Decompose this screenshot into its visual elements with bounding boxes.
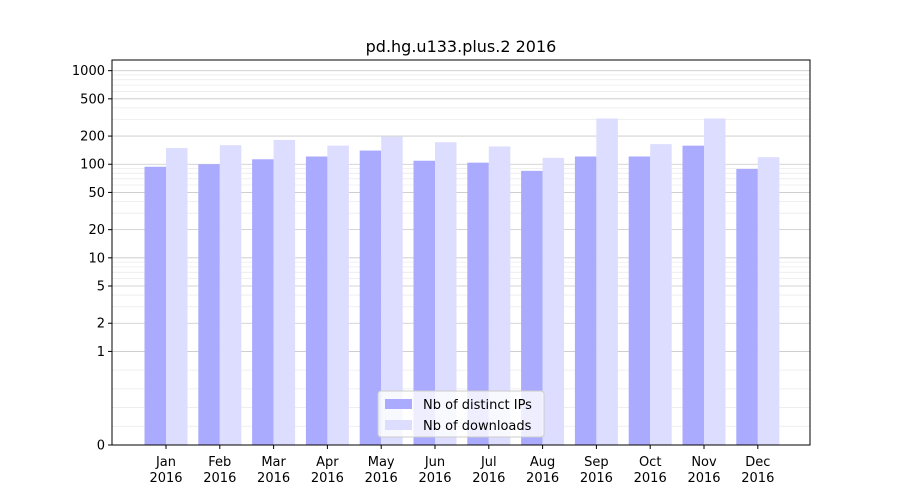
bar-distinct-ips bbox=[736, 168, 758, 445]
y-tick-label: 1000 bbox=[72, 64, 105, 79]
legend-swatch bbox=[385, 399, 412, 409]
bar-downloads bbox=[704, 118, 726, 445]
bar-downloads bbox=[542, 157, 565, 446]
y-tick-label: 10 bbox=[88, 251, 105, 266]
bar-distinct-ips bbox=[252, 159, 274, 446]
x-tick-label: Dec 2016 bbox=[741, 455, 774, 486]
bar-distinct-ips bbox=[305, 156, 328, 446]
y-tick-label: 2 bbox=[97, 317, 105, 332]
x-tick-label: Oct 2016 bbox=[634, 455, 667, 486]
x-tick-label: Nov 2016 bbox=[687, 455, 720, 486]
bar-distinct-ips bbox=[144, 166, 166, 446]
x-tick-label-line: 2016 bbox=[257, 471, 290, 486]
x-tick-label-line: Nov bbox=[691, 455, 717, 470]
x-tick-label-line: Sep bbox=[584, 455, 609, 470]
bar-downloads bbox=[381, 136, 403, 445]
x-tick-label-line: 2016 bbox=[149, 471, 182, 486]
bar-downloads bbox=[435, 142, 457, 445]
x-tick-label: Sep 2016 bbox=[580, 455, 613, 486]
plot-frame bbox=[111, 59, 811, 446]
x-tick-label-line: Dec bbox=[745, 455, 770, 470]
x-tick-label-line: Feb bbox=[208, 455, 231, 470]
x-tick-label-line: Oct bbox=[639, 455, 661, 470]
x-tick-label-line: 2016 bbox=[365, 471, 398, 486]
x-tick-label-line: 2016 bbox=[418, 471, 451, 486]
x-tick-label-line: Mar bbox=[261, 455, 286, 470]
bar-downloads bbox=[327, 145, 349, 445]
y-tick-label: 100 bbox=[80, 158, 105, 173]
y-tick-label: 20 bbox=[88, 223, 105, 238]
bar-distinct-ips bbox=[198, 164, 220, 445]
y-tick-label: 1 bbox=[97, 345, 105, 360]
bar-distinct-ips bbox=[628, 156, 651, 446]
x-tick-label-line: 2016 bbox=[526, 471, 559, 486]
x-tick-label-line: May bbox=[368, 455, 395, 470]
x-tick-label: Jul 2016 bbox=[472, 455, 505, 486]
legend-swatch bbox=[385, 420, 412, 430]
bar-downloads bbox=[488, 146, 511, 446]
chart-title: pd.hg.u133.plus.2 2016 bbox=[366, 37, 557, 56]
x-tick-label-line: 2016 bbox=[580, 471, 613, 486]
x-tick-label-line: Jul bbox=[480, 455, 497, 470]
x-tick-label: Jun 2016 bbox=[418, 455, 451, 486]
bar-distinct-ips bbox=[574, 156, 597, 446]
x-tick-label-line: Jun bbox=[424, 455, 445, 470]
y-tick-label: 5 bbox=[97, 280, 105, 295]
legend: Nb of distinct IPs Nb of downloads bbox=[377, 390, 545, 438]
bar-distinct-ips bbox=[359, 150, 382, 445]
x-tick-label: Mar 2016 bbox=[257, 455, 290, 486]
legend-box bbox=[377, 390, 545, 438]
bars bbox=[144, 118, 780, 446]
bar-distinct-ips bbox=[521, 170, 543, 446]
bar-downloads bbox=[273, 139, 296, 445]
legend-label: Nb of downloads bbox=[423, 419, 532, 434]
x-tick-label-line: 2016 bbox=[687, 471, 720, 486]
x-tick-label-line: Apr bbox=[316, 455, 339, 470]
y-tick-label: 200 bbox=[80, 130, 105, 145]
x-tick-label-line: 2016 bbox=[634, 471, 667, 486]
bar-distinct-ips bbox=[467, 162, 489, 445]
bar-downloads bbox=[219, 145, 242, 445]
x-tick-label-line: 2016 bbox=[472, 471, 505, 486]
legend-label: Nb of distinct IPs bbox=[423, 398, 532, 413]
bar-distinct-ips bbox=[682, 145, 704, 445]
bar-downloads bbox=[650, 144, 672, 445]
x-tick-label: Jan 2016 bbox=[149, 455, 182, 486]
bar-downloads bbox=[757, 157, 780, 445]
x-tick-label: Aug 2016 bbox=[526, 455, 559, 486]
bar-downloads bbox=[596, 118, 618, 445]
y-tick-label: 500 bbox=[80, 92, 105, 107]
x-tick-label-line: Jan bbox=[155, 455, 176, 470]
x-tick-label-line: 2016 bbox=[741, 471, 774, 486]
y-tick-label: 0 bbox=[97, 439, 105, 454]
x-tick-label: May 2016 bbox=[365, 455, 398, 486]
x-tick-label-line: Aug bbox=[530, 455, 555, 470]
x-tick-label-line: 2016 bbox=[311, 471, 344, 486]
x-tick-label-line: 2016 bbox=[203, 471, 236, 486]
x-tick-label: Feb 2016 bbox=[203, 455, 236, 486]
x-tick-label: Apr 2016 bbox=[311, 455, 344, 486]
y-tick-label: 50 bbox=[88, 186, 105, 201]
bar-downloads bbox=[166, 148, 188, 445]
bar-distinct-ips bbox=[413, 160, 435, 446]
